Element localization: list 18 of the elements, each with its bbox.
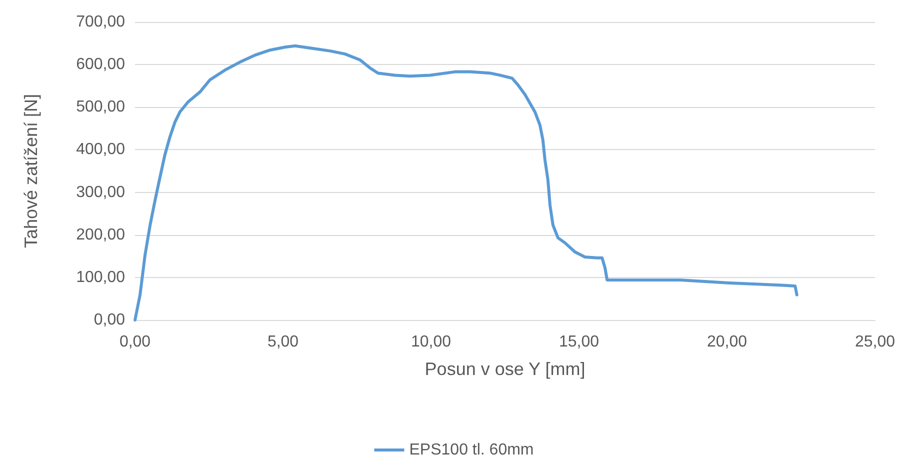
x-tick-label: 15,00 bbox=[558, 334, 600, 350]
y-tick-label: 200,00 bbox=[76, 226, 126, 244]
y-tick-label: 300,00 bbox=[76, 184, 126, 201]
line-series bbox=[134, 44, 798, 322]
x-tick-label: 20,00 bbox=[706, 334, 748, 350]
y-tick-label: 500,00 bbox=[76, 98, 126, 116]
legend-label: EPS100 tl. 60mm bbox=[409, 442, 534, 458]
x-tick-label: 10,00 bbox=[410, 334, 452, 350]
y-tick-label: 400,00 bbox=[76, 141, 126, 158]
y-tick-label: 700,00 bbox=[76, 14, 126, 30]
x-tick-label: 25,00 bbox=[854, 334, 896, 350]
x-axis-title: Posun v ose Y [mm] bbox=[424, 359, 586, 379]
x-tick-label: 0,00 bbox=[119, 334, 151, 350]
y-tick-label: 100,00 bbox=[76, 268, 126, 286]
x-tick-label: 5,00 bbox=[267, 334, 299, 350]
y-axis-title: Tahové zatížení [N] bbox=[21, 94, 41, 248]
y-tick-label: 0,00 bbox=[94, 312, 126, 328]
y-tick-label: 600,00 bbox=[76, 56, 126, 74]
